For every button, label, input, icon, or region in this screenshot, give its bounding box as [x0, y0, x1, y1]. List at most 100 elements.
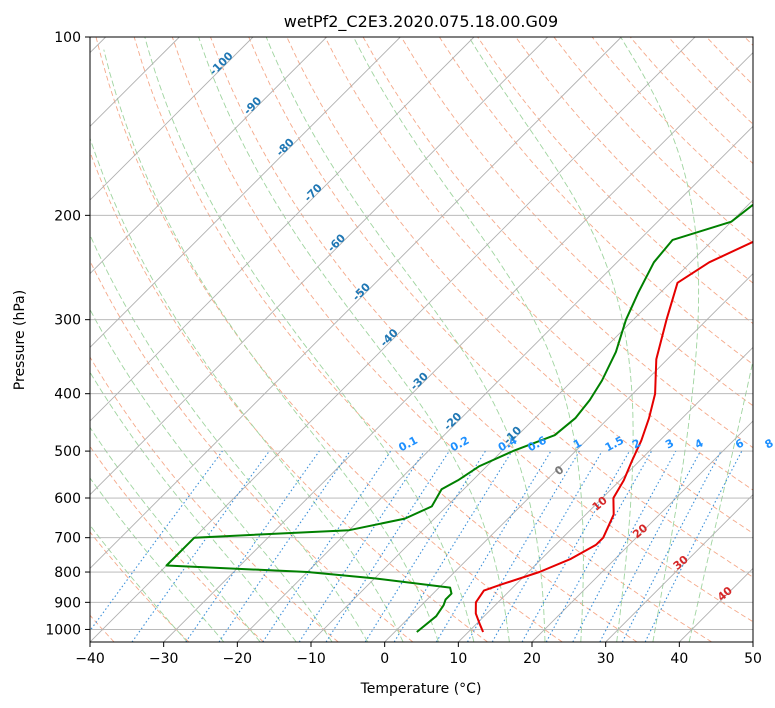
- mixing-ratio-line: [131, 450, 270, 642]
- x-tick-label: 30: [597, 651, 615, 667]
- dry-adiabat-line: [553, 37, 753, 244]
- moist-adiabat-line: [90, 136, 404, 642]
- isotherm-line: [90, 37, 401, 348]
- isotherm-line: [237, 125, 753, 642]
- isotherm-label: -30: [408, 370, 431, 393]
- isotherm-line: [90, 37, 548, 496]
- mixing-ratio-line: [393, 450, 513, 642]
- mixing-ratio-line: [218, 450, 351, 642]
- isotherm-line: [90, 37, 475, 422]
- dry-adiabat-line: [439, 37, 753, 365]
- mixing-ratio-label: 3: [663, 436, 676, 451]
- mixing-ratio-label: 6: [733, 436, 746, 451]
- dry-adiabat-line: [248, 37, 753, 578]
- mixing-ratio-line: [644, 450, 743, 642]
- x-tick-label: −40: [75, 651, 105, 667]
- moist-adiabat-line: [353, 37, 584, 642]
- mixing-ratio-line: [621, 450, 722, 642]
- x-tick-label: 50: [744, 651, 762, 667]
- y-tick-label: 900: [54, 595, 81, 611]
- y-tick-label: 700: [54, 531, 81, 547]
- mixing-ratio-line: [599, 450, 701, 642]
- moist-adiabat-line: [144, 37, 475, 642]
- dry-adiabat-line: [171, 37, 712, 642]
- theta-e-label: 40: [715, 584, 735, 604]
- x-tick-label: −10: [296, 651, 326, 667]
- isotherm-label: -100: [207, 49, 236, 78]
- x-axis-label: Temperature (°C): [360, 681, 482, 697]
- chart-title: wetPf2_C2E3.2020.075.18.00.G09: [284, 12, 558, 32]
- profile-lines: [165, 203, 753, 633]
- moist-adiabat-line: [90, 371, 297, 642]
- isotherm-label: -60: [325, 231, 348, 254]
- y-tick-label: 800: [54, 565, 81, 581]
- y-tick-label: 300: [54, 313, 81, 329]
- dry-adiabat-line: [90, 259, 414, 642]
- isotherm-label: -90: [241, 94, 264, 117]
- dry-adiabat-line: [362, 37, 753, 449]
- isotherm-label: -20: [441, 410, 464, 433]
- y-tick-label: 1000: [45, 622, 81, 638]
- moist-adiabat-line: [468, 37, 634, 642]
- dewpoint-profile-line: [165, 203, 753, 633]
- dry-adiabat-line: [90, 531, 190, 642]
- moist-adiabat-line: [90, 234, 369, 642]
- x-tick-label: 20: [523, 651, 541, 667]
- x-axis: −40 −30 −20 −10 0 10 20 30 40 50: [75, 642, 762, 667]
- y-axis: 1000 900 800 700 600 500 400 300 200 100: [45, 30, 90, 638]
- isotherm-line: [679, 567, 753, 642]
- isotherm-label: -40: [378, 326, 401, 349]
- isotherm-line: [163, 52, 753, 642]
- isotherm-line: [310, 199, 753, 642]
- theta-e-label: 10: [590, 494, 610, 514]
- isotherm-label: -50: [350, 280, 373, 303]
- moist-adiabat-line: [90, 524, 188, 642]
- isotherm-line: [384, 273, 753, 642]
- grid-lines: [90, 37, 753, 642]
- x-tick-label: 0: [380, 651, 389, 667]
- dry-adiabat-line: [133, 37, 638, 642]
- isotherm-label: -80: [274, 135, 297, 158]
- moist-adiabat-line: [620, 37, 700, 642]
- isotherm-line: [90, 37, 622, 569]
- mixing-ratio-label: 8: [763, 436, 775, 451]
- isotherm-line: [605, 494, 753, 642]
- dry-adiabat-line: [90, 356, 339, 642]
- isotherm-line: [90, 37, 327, 275]
- mixing-ratio-line: [185, 450, 320, 642]
- x-tick-label: −30: [149, 651, 179, 667]
- theta-e-label: 20: [630, 521, 650, 541]
- dry-adiabat-line: [90, 445, 264, 642]
- moist-adiabat-line: [90, 426, 261, 642]
- dry-adiabat-line: [210, 37, 753, 623]
- isotherm-line: [458, 346, 753, 642]
- dry-adiabat-line: [400, 37, 753, 407]
- moist-adiabat-line: [103, 49, 439, 642]
- temperature-profile-line: [474, 240, 753, 633]
- moist-adiabat-line: [265, 37, 546, 642]
- line-labels: 0.10.20.40.611.52346810131620253036-100-…: [207, 49, 775, 604]
- mixing-ratio-line: [325, 450, 450, 642]
- mixing-ratio-line: [298, 450, 425, 642]
- isotherm-line: [531, 420, 753, 642]
- dry-adiabat-line: [477, 37, 753, 325]
- moist-adiabat-line: [90, 308, 333, 642]
- isotherm-line: [752, 641, 753, 642]
- moist-adiabat-line: [688, 358, 753, 642]
- dry-adiabat-line: [324, 37, 753, 491]
- isotherm-line: [90, 37, 254, 201]
- x-tick-label: 10: [449, 651, 467, 667]
- x-tick-label: 40: [670, 651, 688, 667]
- mixing-ratio-line: [545, 450, 653, 642]
- mixing-ratio-line: [262, 450, 392, 642]
- y-axis-label: Pressure (hPa): [12, 290, 28, 390]
- y-tick-label: 200: [54, 208, 81, 224]
- y-tick-label: 100: [54, 30, 81, 46]
- plot-frame: [89, 36, 754, 643]
- y-tick-label: 500: [54, 444, 81, 460]
- dry-adiabat-line: [668, 37, 753, 125]
- mixing-ratio-line: [435, 450, 552, 642]
- dry-adiabat-line: [744, 37, 753, 47]
- mixing-ratio-line: [90, 450, 223, 632]
